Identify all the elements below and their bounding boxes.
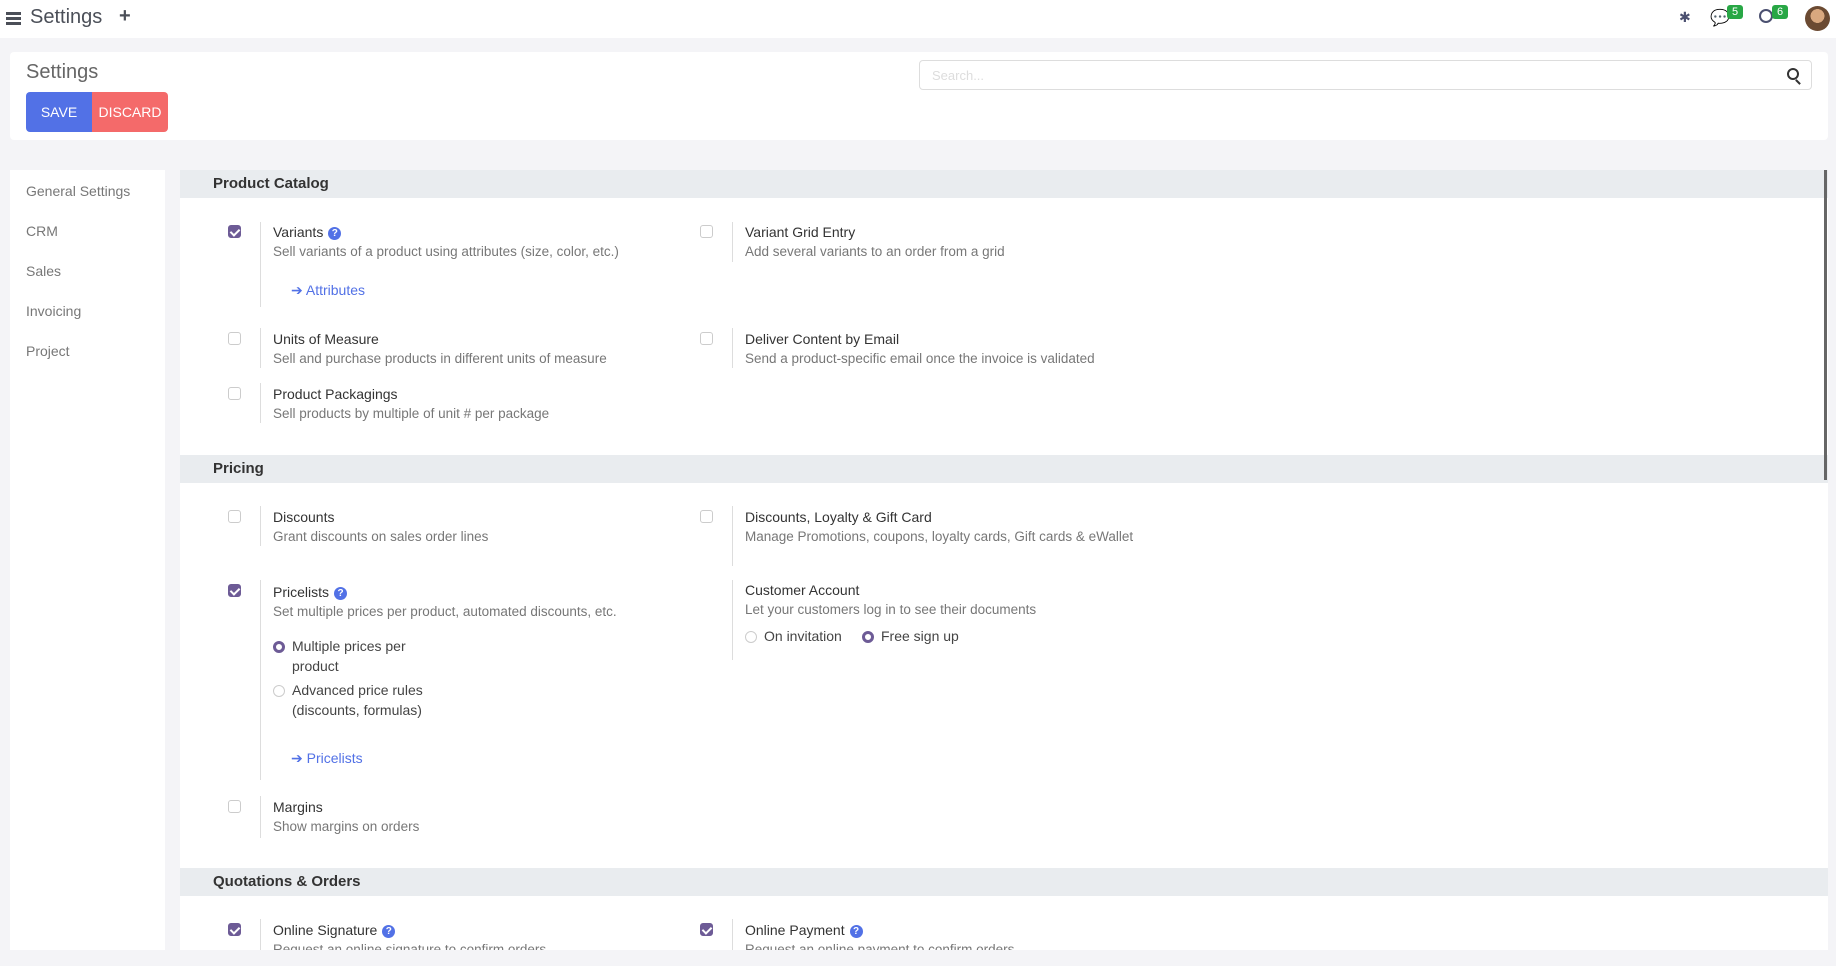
app-title: Settings [30,6,103,28]
uom-checkbox[interactable] [228,332,241,345]
plus-icon[interactable]: + [119,5,131,27]
multiple-prices-radio[interactable] [273,641,285,653]
discounts-title: Discounts [273,509,335,525]
online-payment-title: Online Payment? [745,922,863,938]
loyalty-desc: Manage Promotions, coupons, loyalty card… [745,529,1134,544]
loyalty-title: Discounts, Loyalty & Gift Card [745,509,932,525]
deliver-email-desc: Send a product-specific email once the i… [745,351,1095,366]
discard-button[interactable]: DISCARD [92,92,168,132]
pricelists-link[interactable]: ➔ Pricelists [291,750,363,766]
settings-sidebar: General Settings CRM Sales Invoicing Pro… [10,170,165,950]
top-navbar: Settings + ✱ 💬 5 6 [0,0,1836,38]
messages-badge: 5 [1727,5,1744,19]
uom-title: Units of Measure [273,331,379,347]
variants-desc: Sell variants of a product using attribu… [273,244,619,259]
control-panel: Settings SAVE DISCARD [10,52,1828,140]
sidebar-item-invoicing[interactable]: Invoicing [26,303,82,319]
clock-icon[interactable] [1759,9,1773,23]
save-button[interactable]: SAVE [26,92,92,132]
help-icon[interactable]: ? [849,925,863,938]
advanced-rules-label: Advanced price rules (discounts, formula… [292,682,423,718]
multiple-prices-label: Multiple prices per product [292,638,406,674]
help-icon[interactable]: ? [328,227,342,240]
arrow-right-icon: ➔ [291,282,306,298]
section-header-pricing: Pricing [180,455,1828,483]
settings-content: Product Catalog Variants? Sell variants … [180,170,1828,950]
free-signup-radio[interactable] [862,631,874,643]
help-icon[interactable]: ? [382,925,396,938]
packagings-checkbox[interactable] [228,387,241,400]
sidebar-item-crm[interactable]: CRM [26,223,58,239]
variant-grid-checkbox[interactable] [700,225,713,238]
deliver-email-checkbox[interactable] [700,332,713,345]
sidebar-item-sales[interactable]: Sales [26,263,62,279]
packagings-title: Product Packagings [273,386,398,402]
menu-icon[interactable] [6,12,21,25]
on-invitation-label: On invitation [764,628,842,644]
sidebar-item-general-settings[interactable]: General Settings [26,183,131,199]
search-input[interactable] [919,60,1812,90]
margins-checkbox[interactable] [228,800,241,813]
advanced-rules-radio[interactable] [273,685,285,697]
deliver-email-title: Deliver Content by Email [745,331,900,347]
on-invitation-radio[interactable] [745,631,757,643]
sidebar-item-project[interactable]: Project [26,343,70,359]
online-signature-title: Online Signature? [273,922,396,938]
page-title: Settings [26,61,99,83]
bug-icon[interactable]: ✱ [1679,9,1691,25]
online-signature-checkbox[interactable] [228,923,241,936]
variants-checkbox[interactable] [228,225,241,238]
margins-desc: Show margins on orders [273,819,420,834]
margins-title: Margins [273,799,323,815]
arrow-right-icon: ➔ [291,750,307,766]
section-header-quotations-orders: Quotations & Orders [180,868,1828,896]
uom-desc: Sell and purchase products in different … [273,351,607,366]
variant-grid-desc: Add several variants to an order from a … [745,244,1005,259]
packagings-desc: Sell products by multiple of unit # per … [273,406,550,421]
customer-account-desc: Let your customers log in to see their d… [745,602,1037,617]
pricelists-desc: Set multiple prices per product, automat… [273,604,617,619]
variant-grid-title: Variant Grid Entry [745,224,856,240]
online-signature-desc: Request an online signature to confirm o… [273,942,547,950]
attributes-link[interactable]: ➔ Attributes [291,282,365,298]
section-header-product-catalog: Product Catalog [180,170,1828,198]
discounts-checkbox[interactable] [228,510,241,523]
online-payment-desc: Request an online payment to confirm ord… [745,942,1015,950]
activities-badge: 6 [1772,5,1789,19]
free-signup-label: Free sign up [881,628,959,644]
chat-icon[interactable]: 💬 [1710,10,1730,27]
avatar[interactable] [1805,6,1830,31]
discounts-desc: Grant discounts on sales order lines [273,529,489,544]
scrollbar[interactable] [1824,170,1827,480]
customer-account-title: Customer Account [745,582,860,598]
pricelists-title: Pricelists? [273,584,348,600]
search-icon[interactable] [1787,68,1799,80]
pricelists-checkbox[interactable] [228,584,241,597]
help-icon[interactable]: ? [334,587,348,600]
variants-title: Variants? [273,224,342,240]
online-payment-checkbox[interactable] [700,923,713,936]
loyalty-checkbox[interactable] [700,510,713,523]
